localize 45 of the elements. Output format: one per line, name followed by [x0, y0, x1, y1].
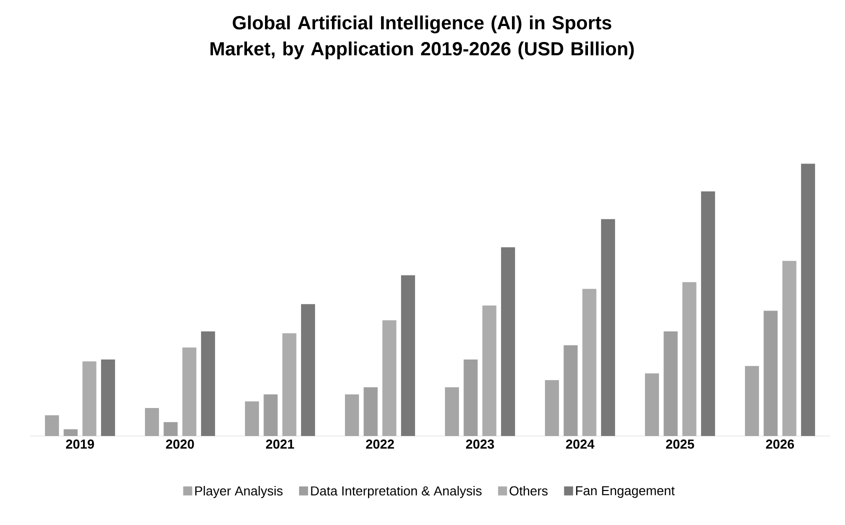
x-tick-label: 2019 — [66, 440, 94, 449]
bar — [582, 288, 596, 436]
bar — [301, 304, 316, 436]
chart-title: Global Artificial Intelligence (AI) in Sports Market, by Application 2019-2026 (USD Billion) — [210, 16, 634, 60]
bar — [644, 373, 659, 436]
bar — [501, 247, 516, 436]
bar — [682, 282, 696, 436]
bar — [744, 366, 759, 436]
bar — [401, 275, 416, 436]
bar — [244, 401, 259, 436]
bar — [601, 219, 616, 436]
legend-label: Data Interpretation & Analysis — [311, 486, 482, 498]
bar — [782, 260, 796, 436]
bar — [544, 380, 559, 436]
bar — [144, 408, 159, 436]
bar — [701, 191, 716, 436]
legend-label: Player Analysis — [195, 486, 283, 498]
x-tick-label: 2024 — [566, 440, 594, 449]
bar — [382, 320, 396, 436]
legend-label: Others — [510, 486, 548, 496]
x-tick-label: 2026 — [766, 440, 794, 449]
bar — [282, 333, 296, 436]
bar — [801, 164, 816, 436]
x-tick-label: 2021 — [266, 440, 294, 449]
bar — [464, 359, 478, 436]
bar — [64, 429, 78, 436]
bar — [101, 359, 116, 436]
bar — [344, 394, 359, 436]
x-tick-label: 2023 — [466, 440, 494, 449]
bar — [182, 347, 196, 436]
legend-label: Fan Engagement — [576, 486, 675, 498]
bar — [482, 306, 496, 436]
bar — [44, 415, 59, 436]
bar — [564, 345, 578, 436]
bar — [264, 394, 278, 436]
x-tick-label: 2022 — [366, 440, 394, 449]
bar — [664, 331, 678, 436]
bar — [82, 361, 96, 436]
bar — [164, 422, 178, 436]
bar — [364, 387, 378, 436]
bar — [764, 310, 778, 436]
bar — [201, 331, 216, 436]
bar — [444, 387, 459, 436]
x-tick-label: 2020 — [166, 440, 194, 449]
x-tick-label: 2025 — [666, 440, 694, 449]
